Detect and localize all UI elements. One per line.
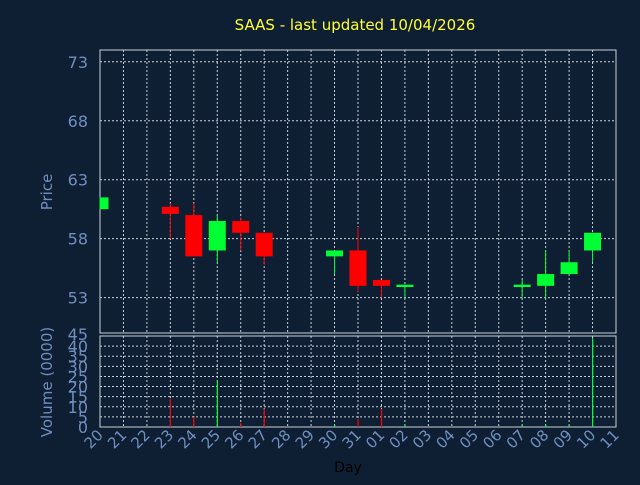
- volume-tick-label: 30: [68, 357, 88, 376]
- x-tick-label: 10: [573, 426, 599, 452]
- volume-bar: [357, 418, 359, 427]
- volume-tick-label: 0: [78, 418, 88, 437]
- x-tick-label: 30: [315, 426, 341, 452]
- x-tick-label: 09: [550, 426, 576, 452]
- x-tick-label: 28: [268, 426, 294, 452]
- candle-body: [208, 220, 226, 251]
- price-tick-label: 68: [68, 112, 88, 131]
- candle-body: [349, 250, 367, 286]
- x-tick-label: 22: [128, 426, 154, 452]
- x-tick-label: 11: [597, 426, 623, 452]
- chart-title: SAAS - last updated 10/04/2026: [235, 16, 476, 34]
- volume-tick-label: 35: [68, 347, 88, 366]
- candle-body: [326, 250, 344, 257]
- volume-tick-label: 40: [68, 337, 88, 356]
- volume-bar: [240, 422, 242, 427]
- volume-bar: [263, 408, 265, 427]
- volume-bar: [380, 408, 383, 427]
- x-tick-label: 01: [362, 426, 388, 452]
- volume-bar: [545, 424, 547, 427]
- volume-bar: [521, 424, 523, 427]
- candle-body: [161, 206, 179, 214]
- candle-body: [232, 220, 250, 233]
- chart-marks: 5358636873051015202530354045202122232425…: [68, 49, 623, 452]
- volume-bar: [169, 398, 172, 427]
- candle-body: [100, 197, 109, 210]
- x-tick-label: 23: [151, 426, 177, 452]
- x-tick-label: 26: [221, 426, 247, 452]
- volume-bar: [568, 424, 570, 427]
- candle-body: [255, 232, 273, 257]
- x-tick-label: 25: [198, 426, 224, 452]
- volume-bar: [193, 416, 195, 427]
- candle-body: [584, 232, 602, 251]
- volume-bar: [334, 424, 336, 427]
- volume-tick-label: 20: [68, 378, 88, 397]
- price-tick-label: 73: [68, 53, 88, 72]
- x-tick-label: 07: [503, 426, 529, 452]
- candle-body: [396, 284, 414, 288]
- candle-body: [185, 215, 203, 257]
- x-tick-label: 03: [409, 426, 435, 452]
- x-tick-label: 29: [292, 426, 318, 452]
- volume-bar: [592, 338, 594, 427]
- price-tick-label: 58: [68, 230, 88, 249]
- volume-tick-label: 25: [68, 367, 88, 386]
- x-tick-label: 08: [526, 426, 552, 452]
- volume-tick-label: 5: [78, 408, 88, 427]
- candle-body: [513, 284, 531, 288]
- price-tick-label: 63: [68, 171, 88, 190]
- volume-bar: [216, 380, 218, 427]
- volume-axis-label: Volume (0000): [38, 327, 56, 437]
- price-tick-label: 53: [68, 289, 88, 308]
- x-tick-label: 05: [456, 426, 482, 452]
- volume-tick-label: 10: [68, 398, 88, 417]
- price-axis-label: Price: [38, 174, 56, 211]
- candle-body: [372, 279, 390, 286]
- x-axis-label: Day: [334, 460, 362, 476]
- candle-body: [537, 274, 555, 286]
- x-tick-label: 04: [432, 426, 458, 452]
- x-tick-label: 21: [104, 426, 130, 452]
- x-tick-label: 24: [174, 426, 200, 452]
- volume-tick-label: 15: [68, 388, 88, 407]
- x-tick-label: 27: [245, 426, 271, 452]
- volume-top-label: 45: [68, 325, 88, 344]
- x-tick-label: 02: [386, 426, 412, 452]
- x-tick-label: 31: [339, 426, 365, 452]
- x-tick-label: 06: [479, 426, 505, 452]
- candle-body: [560, 262, 578, 275]
- volume-bar: [404, 424, 406, 427]
